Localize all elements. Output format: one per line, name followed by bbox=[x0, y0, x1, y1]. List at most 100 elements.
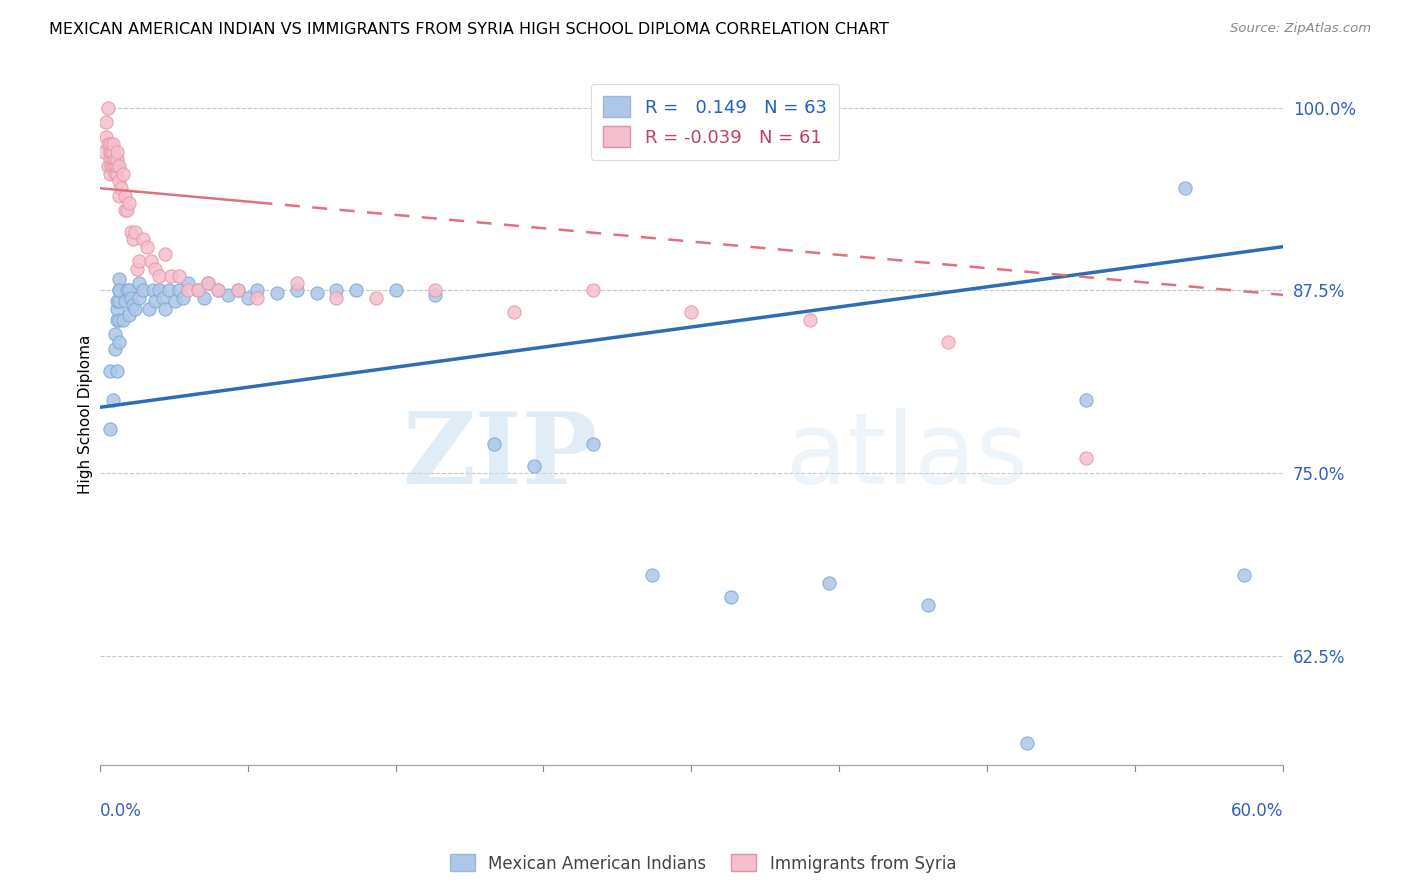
Point bbox=[153, 247, 176, 261]
Point bbox=[157, 284, 180, 298]
Point bbox=[103, 152, 125, 166]
Point bbox=[96, 137, 118, 152]
Point bbox=[118, 284, 141, 298]
Point bbox=[108, 312, 131, 326]
Point bbox=[523, 458, 546, 473]
Point bbox=[187, 284, 209, 298]
Point bbox=[177, 276, 200, 290]
Point bbox=[1173, 181, 1195, 195]
Point bbox=[107, 364, 129, 378]
Point bbox=[94, 130, 117, 145]
Point bbox=[143, 293, 166, 308]
Point bbox=[197, 276, 219, 290]
Point bbox=[122, 232, 145, 246]
Point bbox=[120, 291, 142, 305]
Point bbox=[112, 167, 135, 181]
Point bbox=[187, 284, 209, 298]
Point bbox=[423, 284, 446, 298]
Point bbox=[107, 159, 129, 173]
Point bbox=[103, 392, 125, 407]
Point bbox=[112, 312, 135, 326]
Point bbox=[148, 284, 170, 298]
Point bbox=[96, 159, 118, 173]
Point bbox=[98, 137, 121, 152]
Point bbox=[344, 284, 367, 298]
Point bbox=[1074, 392, 1097, 407]
Point bbox=[285, 284, 308, 298]
Point bbox=[108, 188, 131, 202]
Point bbox=[107, 293, 129, 308]
Point bbox=[246, 284, 269, 298]
Point bbox=[197, 276, 219, 290]
Point bbox=[108, 284, 131, 298]
Point bbox=[104, 159, 127, 173]
Point bbox=[384, 284, 406, 298]
Point bbox=[108, 284, 131, 298]
Point bbox=[152, 291, 174, 305]
Point bbox=[98, 152, 121, 166]
Point bbox=[266, 286, 288, 301]
Text: atlas: atlas bbox=[786, 409, 1028, 505]
Point bbox=[104, 167, 127, 181]
Point bbox=[172, 291, 194, 305]
Point bbox=[193, 291, 215, 305]
Point bbox=[127, 261, 149, 276]
Point bbox=[103, 159, 125, 173]
Point bbox=[142, 284, 165, 298]
Point bbox=[107, 152, 129, 166]
Point bbox=[207, 284, 229, 298]
Point bbox=[177, 284, 200, 298]
Point bbox=[108, 159, 131, 173]
Point bbox=[98, 364, 121, 378]
Point bbox=[108, 174, 131, 188]
Point bbox=[1015, 736, 1038, 750]
Point bbox=[681, 305, 703, 319]
Point bbox=[226, 284, 249, 298]
Point bbox=[423, 288, 446, 302]
Point bbox=[117, 284, 139, 298]
Text: 60.0%: 60.0% bbox=[1230, 802, 1284, 820]
Text: ZIP: ZIP bbox=[402, 409, 596, 505]
Point bbox=[132, 232, 155, 246]
Point bbox=[107, 145, 129, 159]
Point bbox=[364, 291, 387, 305]
Point bbox=[285, 276, 308, 290]
Point bbox=[98, 422, 121, 436]
Text: Source: ZipAtlas.com: Source: ZipAtlas.com bbox=[1230, 22, 1371, 36]
Point bbox=[124, 302, 146, 317]
Point bbox=[136, 240, 159, 254]
Point bbox=[226, 284, 249, 298]
Point bbox=[217, 288, 239, 302]
Point bbox=[128, 254, 150, 268]
Point bbox=[1233, 568, 1256, 582]
Point bbox=[799, 312, 821, 326]
Point bbox=[325, 284, 347, 298]
Point bbox=[93, 145, 115, 159]
Point bbox=[114, 293, 136, 308]
Point bbox=[108, 334, 131, 349]
Point bbox=[98, 167, 121, 181]
Point bbox=[582, 284, 605, 298]
Point bbox=[818, 575, 841, 590]
Point bbox=[143, 261, 166, 276]
Point bbox=[100, 159, 122, 173]
Point bbox=[153, 302, 176, 317]
Point bbox=[936, 334, 959, 349]
Point bbox=[482, 437, 505, 451]
Point bbox=[118, 195, 141, 210]
Point bbox=[104, 327, 127, 342]
Point bbox=[167, 284, 190, 298]
Point bbox=[117, 203, 139, 218]
Point bbox=[107, 302, 129, 317]
Point bbox=[122, 298, 145, 312]
Point bbox=[104, 152, 127, 166]
Point bbox=[207, 284, 229, 298]
Point bbox=[917, 598, 939, 612]
Point bbox=[148, 268, 170, 283]
Point bbox=[108, 293, 131, 308]
Point bbox=[246, 291, 269, 305]
Point bbox=[107, 312, 129, 326]
Point bbox=[1074, 451, 1097, 466]
Point bbox=[98, 145, 121, 159]
Text: MEXICAN AMERICAN INDIAN VS IMMIGRANTS FROM SYRIA HIGH SCHOOL DIPLOMA CORRELATION: MEXICAN AMERICAN INDIAN VS IMMIGRANTS FR… bbox=[49, 22, 889, 37]
